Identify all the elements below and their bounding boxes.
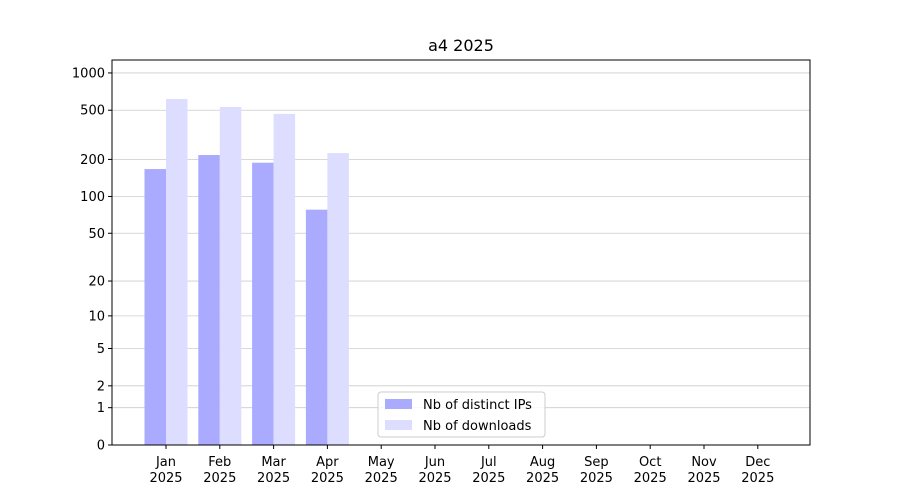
y-tick-label: 1000 [72,66,105,81]
x-tick-label: 2025 [203,471,236,486]
x-tick-label: 2025 [634,471,667,486]
y-tick-label: 5 [97,342,105,357]
y-tick-label: 2 [97,379,105,394]
bar [144,169,166,445]
x-tick-label: Nov [691,455,717,470]
y-tick-label: 50 [88,227,105,242]
x-tick-label: Aug [530,455,555,470]
x-tick-label: Apr [316,455,339,470]
legend-swatch [385,420,412,430]
x-tick-label: 2025 [365,471,398,486]
y-tick-label: 1 [97,401,105,416]
x-tick-label: Oct [639,455,661,470]
y-tick-label: 100 [80,190,105,205]
bar [273,113,296,445]
x-tick-label: 2025 [687,471,720,486]
y-tick-label: 200 [80,153,105,168]
bar [305,209,328,445]
x-tick-label: Jul [480,455,497,470]
x-tick-label: Jan [155,455,176,470]
x-tick-label: Dec [745,455,770,470]
x-tick-label: 2025 [418,471,451,486]
bar [252,162,274,445]
legend-box [377,391,546,438]
x-tick-label: Mar [261,455,286,470]
bar [327,153,349,445]
legend-label: Nb of distinct IPs [423,398,532,413]
x-tick-label: 2025 [580,471,613,486]
x-tick-label: 2025 [311,471,344,486]
y-tick-label: 500 [80,104,105,119]
plot-frame [111,59,811,446]
x-tick-label: 2025 [149,471,182,486]
chart-title: a4 2025 [428,36,494,55]
x-tick-label: Sep [584,455,609,470]
bar [166,99,188,446]
x-tick-label: Feb [208,455,231,470]
bar [219,106,242,445]
x-tick-label: 2025 [526,471,559,486]
legend-swatch [385,399,412,409]
x-tick-label: May [368,455,395,470]
y-tick-label: 20 [88,275,105,290]
x-tick-label: 2025 [472,471,505,486]
x-tick-label: Jun [424,455,445,470]
legend-label: Nb of downloads [423,419,532,434]
y-tick-label: 0 [97,439,105,454]
x-tick-label: 2025 [257,471,290,486]
bar [198,155,220,445]
y-tick-label: 10 [88,309,105,324]
x-tick-label: 2025 [741,471,774,486]
